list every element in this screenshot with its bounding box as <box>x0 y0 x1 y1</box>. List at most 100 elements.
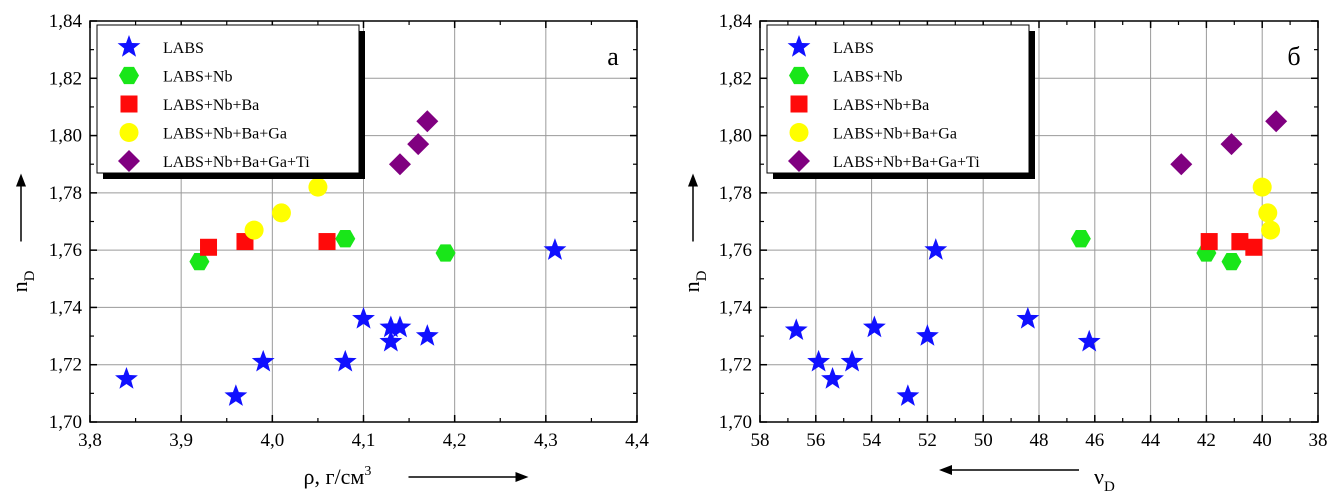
y-tick-label: 1,82 <box>49 68 82 89</box>
legend-marker-star <box>117 35 141 57</box>
data-point-star <box>251 349 275 372</box>
chart-panel-b: 58 56 54 52 50 48 46 44 42 40 38 1,70 1,72 1,74 1,76 1,… <box>672 0 1344 493</box>
x-tick-label: 4,3 <box>534 430 558 451</box>
legend-entry: LABS+Nb+Ba <box>163 97 259 114</box>
data-point-hexagon <box>435 244 456 262</box>
data-point-square <box>318 233 336 251</box>
x-axis-arrow <box>408 472 529 482</box>
data-point-square <box>1200 233 1218 251</box>
arrow-head <box>939 465 952 475</box>
legend-entry: LABS <box>833 40 874 57</box>
x-tick-label: 4,2 <box>443 430 467 451</box>
legend-entry: LABS <box>163 40 204 57</box>
x-tick-label: 46 <box>1085 430 1104 451</box>
y-axis-label-text: n <box>7 281 32 292</box>
y-tick-label: 1,72 <box>49 355 82 376</box>
x-axis-label: ρ, г/см3 <box>304 464 372 489</box>
y-axis-label-sub: D <box>694 270 710 281</box>
y-tick-label: 1,72 <box>719 355 752 376</box>
y-axis-label: nD <box>7 270 38 292</box>
data-point-diamond <box>1220 133 1243 156</box>
data-point-star <box>807 349 830 372</box>
x-tick-label: 54 <box>862 430 882 451</box>
arrow-head <box>16 173 26 187</box>
data-point-star <box>379 315 403 338</box>
x-tick-label: 3,9 <box>169 430 193 451</box>
x-axis-label: νD <box>1094 464 1115 493</box>
y-axis-label: nD <box>679 270 710 292</box>
legend-marker-hexagon <box>789 66 809 85</box>
x-tick-label: 4,0 <box>260 430 284 451</box>
y-axis-label-sub: D <box>22 270 38 281</box>
legend-marker-diamond <box>118 150 140 172</box>
legend-marker-circle <box>119 123 139 142</box>
data-point-square <box>1231 233 1249 251</box>
x-axis: 3,8 3,9 4,0 4,1 4,2 4,3 4,4 <box>78 21 649 451</box>
x-tick-label: 56 <box>806 430 825 451</box>
data-point-star <box>915 324 939 346</box>
x-tick-label: 48 <box>1030 430 1049 451</box>
y-tick-label: 1,80 <box>49 126 82 147</box>
data-point-star <box>896 384 920 406</box>
data-point-circle <box>244 220 264 240</box>
data-point-diamond <box>388 153 411 176</box>
data-point-diamond <box>1265 110 1288 133</box>
data-point-hexagon <box>1221 252 1242 271</box>
data-point-circle <box>1252 177 1272 197</box>
legend-marker-hexagon <box>119 66 139 85</box>
data-point-hexagon <box>335 230 356 248</box>
y-tick-label: 1,74 <box>49 297 83 318</box>
legend-entry: LABS+Nb+Ba+Ga+Ti <box>163 154 310 171</box>
x-tick-label: 4,4 <box>625 430 649 451</box>
data-point-square <box>1245 238 1263 256</box>
x-tick-label: 58 <box>751 430 770 451</box>
data-point-circle <box>308 177 328 197</box>
data-point-star <box>862 315 886 338</box>
x-tick-label: 50 <box>974 430 993 451</box>
data-point-star <box>333 349 357 372</box>
data-point-star <box>379 329 403 352</box>
x-tick-label: 3,8 <box>78 430 102 451</box>
y-tick-label: 1,84 <box>719 11 753 32</box>
y-axis-arrow <box>16 173 26 242</box>
legend-entry: LABS+Nb+Ba+Ga <box>163 126 287 143</box>
series-square <box>200 233 336 256</box>
series-star <box>784 238 1101 406</box>
legend-marker-square <box>790 95 808 113</box>
y-tick-label: 1,78 <box>719 183 752 204</box>
data-point-diamond <box>407 133 430 156</box>
scatter-chart-b: 58 56 54 52 50 48 46 44 42 40 381,701,721,741,761,… <box>679 11 1328 493</box>
data-point-circle <box>1258 203 1278 223</box>
series-hexagon <box>1070 230 1242 271</box>
data-point-star <box>543 238 567 260</box>
y-tick-label: 1,70 <box>719 412 752 433</box>
y-tick-label: 1,76 <box>49 240 82 261</box>
legend-marker-square <box>120 95 138 113</box>
legend-entry: LABS+Nb <box>833 69 902 86</box>
y-tick-label: 1,70 <box>49 412 82 433</box>
x-axis-label-text: ν <box>1094 464 1104 489</box>
data-point-hexagon <box>1070 230 1091 248</box>
x-tick-label: 4,1 <box>352 430 376 451</box>
data-point-star <box>1077 329 1101 352</box>
y-tick-label: 1,74 <box>719 297 753 318</box>
x-axis-arrow <box>939 465 1079 475</box>
y-tick-label: 1,82 <box>719 68 752 89</box>
panel-label: б <box>1287 42 1300 71</box>
data-point-star <box>352 306 375 329</box>
x-tick-label: 42 <box>1197 430 1216 451</box>
y-axis: 1,70 1,72 1,74 1,76 1,78 1,80 1,82 1,84 <box>719 11 1318 433</box>
data-point-circle <box>1261 220 1281 240</box>
data-point-star <box>1016 306 1040 329</box>
y-tick-label: 1,76 <box>719 240 752 261</box>
x-axis-label-sup: 3 <box>364 464 371 479</box>
data-point-circle <box>271 203 291 223</box>
scatter-chart-a: 3,8 3,9 4,0 4,1 4,2 4,3 4,41,701,721,741,761,7… <box>7 11 649 489</box>
x-tick-label: 44 <box>1141 430 1161 451</box>
data-point-star <box>415 324 439 346</box>
x-tick-label: 52 <box>918 430 937 451</box>
y-axis-label-text: n <box>679 281 704 292</box>
legend-entry: LABS+Nb <box>163 69 232 86</box>
series-square <box>1200 233 1263 256</box>
data-point-hexagon <box>189 252 210 271</box>
